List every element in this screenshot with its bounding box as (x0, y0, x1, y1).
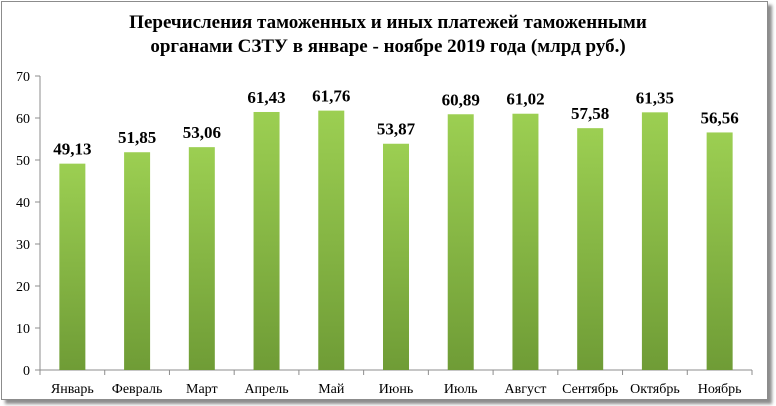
data-label: 49,13 (53, 140, 91, 159)
bar (577, 128, 604, 370)
labels: 0 10 20 30 40 50 60 70 Январь 49,13 Февраль 51,85 Ма… (16, 70, 742, 397)
y-tick-label: 10 (16, 322, 30, 337)
x-tick-label: Июль (444, 382, 478, 397)
x-tick-label: Июнь (379, 382, 413, 397)
data-label: 57,58 (571, 104, 609, 123)
chart-title: Перечисления таможенных и иных платежей … (0, 11, 776, 59)
y-tick-label: 0 (23, 364, 30, 379)
bar (641, 112, 668, 370)
data-label: 53,87 (377, 120, 416, 139)
data-label: 53,06 (183, 123, 221, 142)
y-tick-label: 60 (16, 112, 30, 127)
chart-title-line-1: Перечисления таможенных и иных платежей … (129, 12, 647, 33)
bar (318, 110, 345, 370)
bar (253, 111, 280, 370)
y-tick-label: 40 (16, 196, 30, 211)
bar (706, 132, 733, 370)
bar (383, 143, 409, 370)
x-tick-label: Февраль (112, 382, 163, 397)
bar (447, 114, 474, 371)
data-label: 61,35 (636, 88, 674, 107)
data-label: 61,43 (247, 88, 285, 107)
data-label: 51,85 (118, 128, 156, 147)
bars (59, 110, 733, 371)
x-tick-label: Апрель (244, 382, 288, 397)
x-tick-label: Март (186, 382, 218, 397)
x-tick-label: Ноябрь (698, 382, 742, 397)
y-tick-label: 50 (16, 154, 30, 169)
data-label: 56,56 (701, 108, 739, 127)
data-label: 61,02 (506, 90, 544, 109)
x-tick-label: Август (505, 382, 547, 397)
data-label: 61,76 (312, 87, 350, 106)
bar (124, 152, 151, 370)
chart-title-line-2: органами СЗТУ в январе - ноябре 2019 год… (150, 36, 626, 57)
data-label: 60,89 (442, 90, 480, 109)
bar (188, 147, 215, 370)
y-tick-label: 30 (16, 238, 30, 253)
x-tick-label: Январь (51, 382, 94, 397)
bar (59, 163, 86, 370)
x-tick-label: Сентябрь (562, 382, 618, 397)
x-tick-label: Май (318, 382, 345, 397)
y-tick-label: 20 (16, 280, 30, 295)
bar (512, 113, 539, 370)
y-tick-label: 70 (16, 70, 30, 85)
x-tick-label: Октябрь (630, 382, 680, 397)
